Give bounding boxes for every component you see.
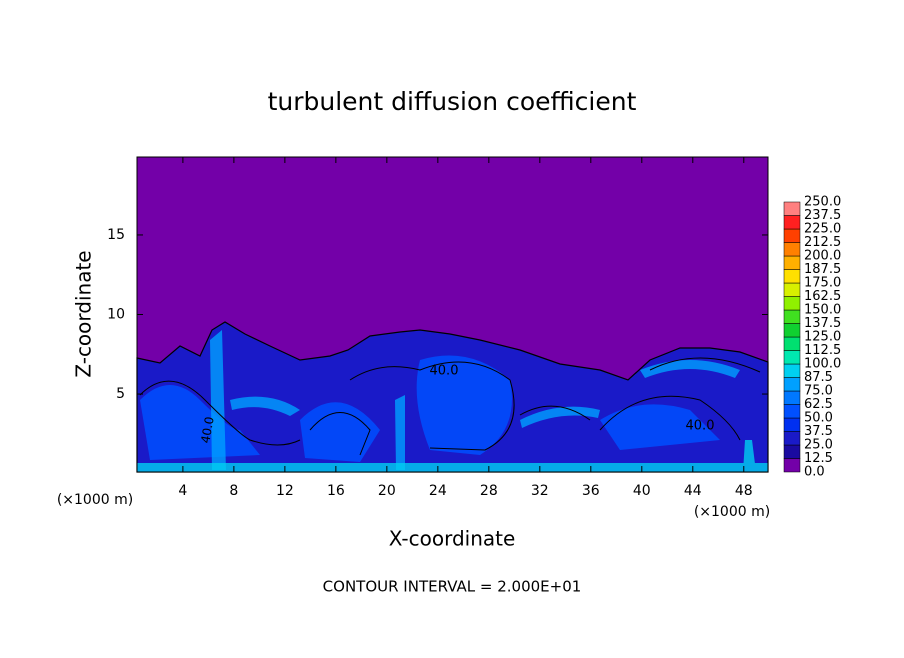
- x-tick-label: 44: [684, 483, 702, 499]
- colorbar-label: 25.0: [804, 438, 833, 453]
- colorbar-swatch: [783, 228, 801, 243]
- colorbar-label: 50.0: [804, 411, 833, 426]
- colorbar-swatch: [783, 323, 801, 338]
- colorbar-label: 75.0: [804, 384, 833, 399]
- colorbar-swatch: [783, 350, 801, 365]
- y-unit-label: (×1000 m): [57, 492, 133, 508]
- x-tick-label: 24: [429, 483, 447, 499]
- colorbar-label: 137.5: [804, 316, 841, 331]
- colorbar-swatch: [783, 377, 801, 392]
- colorbar-swatch: [783, 458, 801, 473]
- colorbar-swatch: [783, 296, 801, 311]
- contour-label: 40.0: [430, 364, 459, 379]
- y-tick-label: 5: [116, 386, 125, 402]
- colorbar-label: 175.0: [804, 276, 841, 291]
- x-axis-label: X-coordinate: [389, 527, 516, 551]
- x-tick-label: 28: [480, 483, 498, 499]
- colorbar-swatch: [783, 215, 801, 230]
- colorbar-swatch: [783, 282, 801, 297]
- colorbar-label: 12.5: [804, 451, 833, 466]
- x-tick-label: 20: [378, 483, 396, 499]
- contour-label: 40.0: [686, 419, 715, 434]
- colorbar-label: 150.0: [804, 303, 841, 318]
- colorbar-swatch: [783, 309, 801, 324]
- chart-title: turbulent diffusion coefficient: [268, 87, 637, 116]
- colorbar-swatch: [783, 404, 801, 419]
- x-tick-label: 48: [735, 483, 753, 499]
- colorbar-swatch: [783, 336, 801, 351]
- colorbar-swatch: [783, 255, 801, 270]
- y-tick-label: 15: [107, 227, 125, 243]
- colorbar-swatch: [783, 417, 801, 432]
- x-unit-label: (×1000 m): [694, 504, 770, 520]
- colorbar-label: 0.0: [804, 465, 825, 480]
- colorbar-label: 112.5: [804, 343, 841, 358]
- plot-field: [136, 157, 769, 473]
- colorbar-label: 225.0: [804, 222, 841, 237]
- contour-label: 40.0: [198, 416, 216, 445]
- x-tick-label: 4: [178, 483, 187, 499]
- colorbar-swatch: [783, 363, 801, 378]
- field-patch: [137, 440, 768, 472]
- colorbar-label: 87.5: [804, 370, 833, 385]
- colorbar-label: 125.0: [804, 330, 841, 345]
- colorbar-label: 237.5: [804, 208, 841, 223]
- colorbar-swatch: [783, 431, 801, 446]
- colorbar-label: 200.0: [804, 249, 841, 264]
- colorbar-swatch: [783, 242, 801, 257]
- x-tick-label: 12: [276, 483, 294, 499]
- x-tick-label: 8: [229, 483, 238, 499]
- colorbar-swatch: [783, 269, 801, 284]
- colorbar-label: 62.5: [804, 397, 833, 412]
- x-tick-label: 36: [582, 483, 600, 499]
- colorbar-swatch: [783, 444, 801, 459]
- colorbar-label: 162.5: [804, 289, 841, 304]
- contour-lines: [139, 357, 761, 456]
- colorbar-label: 100.0: [804, 357, 841, 372]
- colorbar-label: 37.5: [804, 424, 833, 439]
- colorbar-swatch: [783, 390, 801, 405]
- x-tick-label: 16: [327, 483, 345, 499]
- contour-interval: CONTOUR INTERVAL = 2.000E+01: [323, 578, 582, 596]
- x-tick-label: 40: [633, 483, 651, 499]
- field-patch: [140, 355, 720, 462]
- colorbar-label: 212.5: [804, 235, 841, 250]
- colorbar-swatch: [783, 201, 801, 216]
- x-tick-label: 32: [531, 483, 549, 499]
- colorbar-label: 250.0: [804, 195, 841, 210]
- colorbar-label: 187.5: [804, 262, 841, 277]
- y-tick-label: 10: [107, 307, 125, 323]
- y-axis-label: Z-coordinate: [72, 250, 96, 377]
